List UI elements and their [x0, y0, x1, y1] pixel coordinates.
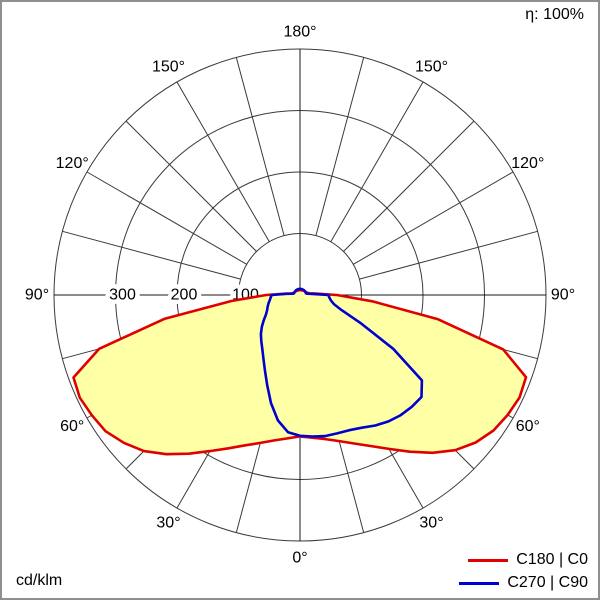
angle-label-150-right: 150°: [415, 59, 448, 76]
polar-grid-spoke: [343, 120, 475, 252]
polar-grid-spoke: [86, 171, 247, 265]
polar-grid-spoke: [330, 81, 424, 242]
polar-grid-spoke: [176, 81, 270, 242]
angle-label-120-right: 120°: [511, 155, 544, 172]
angle-label-30-left: 30°: [156, 514, 180, 531]
legend-item-c270-c90: C270 | C90: [459, 574, 588, 592]
units-label: cd/klm: [16, 572, 63, 589]
angle-label-30-right: 30°: [419, 514, 443, 531]
angle-label-180: 180°: [283, 24, 316, 41]
angle-label-90-right: 90°: [551, 287, 575, 304]
angle-label-60-right: 60°: [516, 418, 540, 435]
legend-line-blue: [459, 581, 500, 585]
curve-c270-c90: [259, 287, 424, 438]
legend-item-c180-c0: C180 | C0: [459, 551, 588, 569]
angle-label-90-left: 90°: [25, 287, 49, 304]
radial-tick-label: 200: [171, 287, 198, 304]
legend-line-red: [468, 558, 509, 562]
legend-label-c180-c0: C180 | C0: [516, 551, 588, 568]
polar-grid-spoke: [353, 171, 514, 265]
efficiency-label: η: 100%: [525, 6, 584, 23]
angle-label-0: 0°: [292, 550, 307, 567]
polar-grid-spoke: [315, 57, 365, 236]
radial-tick-label: 300: [109, 287, 136, 304]
polar-grid-spoke: [125, 120, 257, 252]
polar-grid-spoke: [235, 57, 285, 236]
angle-label-60-left: 60°: [60, 418, 84, 435]
angle-label-120-left: 120°: [56, 155, 89, 172]
curve-c180-c0: [72, 288, 528, 456]
legend: C180 | C0 C270 | C90: [459, 551, 588, 592]
polar-grid-spoke: [62, 230, 241, 280]
angle-label-150-left: 150°: [152, 59, 185, 76]
polar-grid-spoke: [359, 230, 538, 280]
legend-label-c270-c90: C270 | C90: [507, 574, 588, 591]
